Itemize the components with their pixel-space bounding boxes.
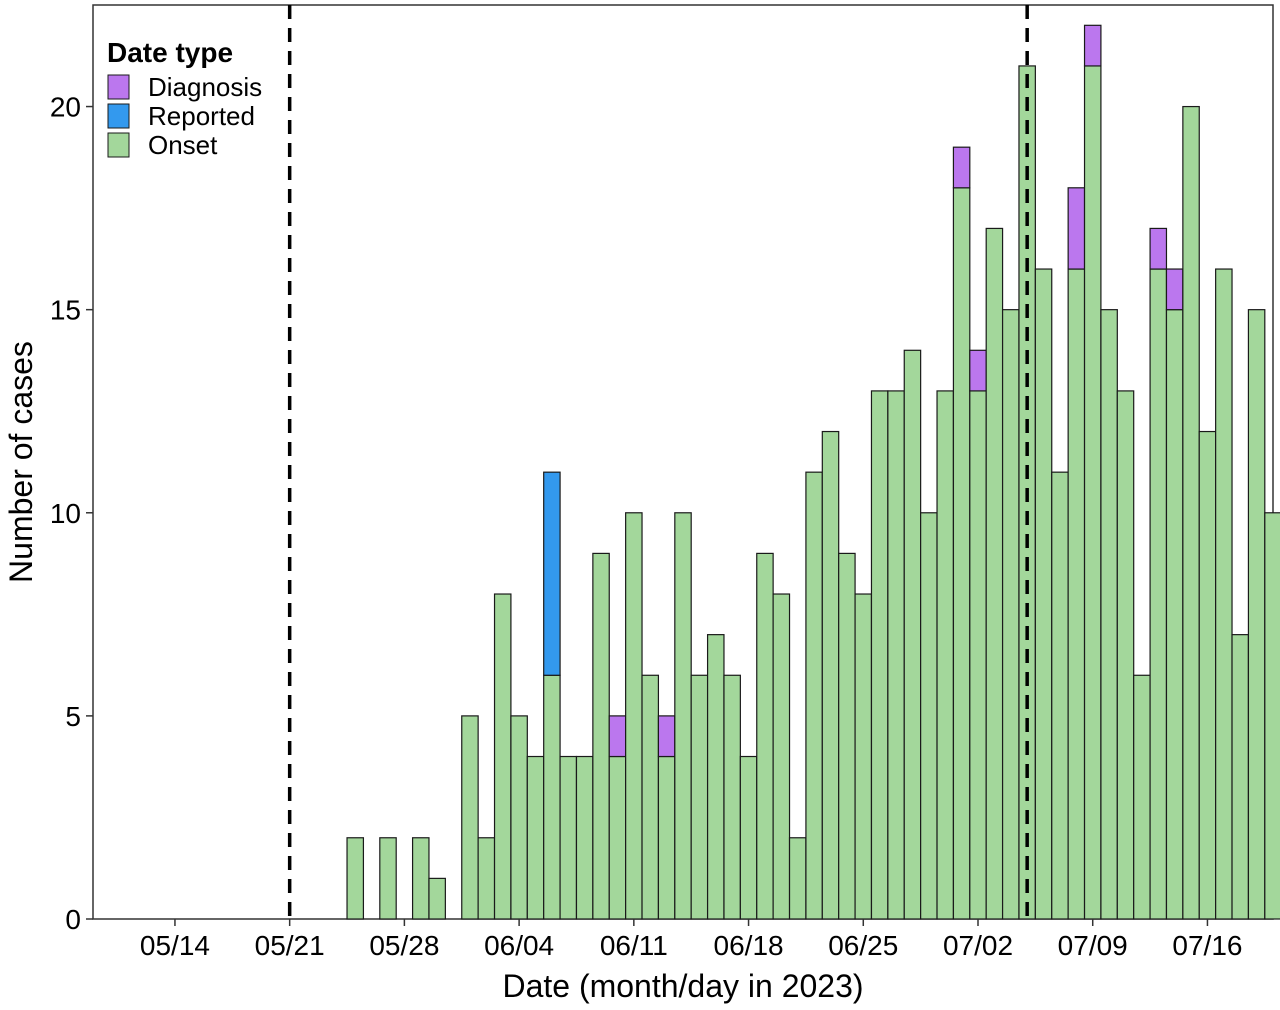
bar-onset <box>920 512 938 920</box>
bar-onset <box>1264 512 1280 920</box>
bar-onset <box>1231 634 1250 920</box>
bar-onset <box>641 674 660 920</box>
legend-title: Date type <box>107 37 233 68</box>
bar-onset <box>1247 309 1266 920</box>
bar-onset <box>1133 674 1151 920</box>
y-tick-label: 20 <box>50 92 81 123</box>
x-tick-label: 06/25 <box>828 930 898 961</box>
bar-onset <box>1149 268 1168 920</box>
x-tick-label: 07/16 <box>1172 930 1242 961</box>
legend-key-onset <box>107 132 130 158</box>
legend-label-onset: Onset <box>148 130 218 160</box>
y-axis-title: Number of cases <box>3 341 39 583</box>
bar-onset <box>493 593 512 920</box>
bar-onset <box>625 512 643 920</box>
bar-onset <box>756 552 774 920</box>
reference-lines-layer <box>287 5 1029 919</box>
x-tick-label: 06/18 <box>714 930 784 961</box>
bar-diagnosis <box>1165 268 1184 311</box>
bar-onset <box>1215 268 1233 920</box>
x-axis-title: Date (month/day in 2023) <box>502 968 863 1004</box>
bar-onset <box>575 755 594 920</box>
bar-onset <box>1198 430 1217 920</box>
legend-key-reported <box>107 103 130 129</box>
bar-onset <box>428 877 446 920</box>
bar-onset <box>903 349 922 920</box>
x-axis: 05/14 05/21 05/28 06/04 06/11 06/18 06/25 07/02… <box>140 919 1242 961</box>
x-tick-label: 06/11 <box>600 930 668 961</box>
legend-label-reported: Reported <box>148 101 255 131</box>
bar-diagnosis <box>608 715 627 758</box>
bar-onset <box>411 837 430 920</box>
bar-onset <box>461 715 479 920</box>
x-tick-label: 05/21 <box>255 930 325 961</box>
y-tick-label: 10 <box>50 498 81 529</box>
bar-diagnosis <box>1149 227 1168 270</box>
bar-diagnosis <box>952 146 971 189</box>
bar-diagnosis <box>1083 24 1102 67</box>
y-tick-label: 0 <box>65 904 81 935</box>
bar-onset <box>559 755 578 920</box>
bar-onset <box>936 390 955 920</box>
bar-onset <box>854 593 873 920</box>
bar-onset <box>1165 309 1184 920</box>
bar-onset <box>706 634 725 920</box>
bar-onset <box>739 755 758 920</box>
bar-onset <box>1034 268 1053 920</box>
bar-onset <box>772 593 791 920</box>
bar-onset <box>870 390 889 920</box>
bar-onset <box>1051 471 1069 920</box>
legend-key-diagnosis <box>107 74 130 100</box>
bar-onset <box>657 755 676 920</box>
bar-onset <box>1182 105 1200 920</box>
legend-label-diagnosis: Diagnosis <box>148 72 262 102</box>
bar-onset <box>510 715 528 920</box>
x-tick-label: 05/28 <box>369 930 439 961</box>
y-tick-label: 15 <box>50 295 81 326</box>
bar-onset <box>1100 309 1118 920</box>
y-tick-label: 5 <box>65 701 81 732</box>
bar-onset <box>723 674 741 920</box>
bar-onset <box>838 552 856 920</box>
bar-diagnosis <box>969 349 987 392</box>
bar-onset <box>526 755 545 920</box>
x-tick-label: 06/04 <box>484 930 554 961</box>
bar-onset <box>1083 65 1102 920</box>
x-tick-label: 05/14 <box>140 930 210 961</box>
x-tick-label: 07/09 <box>1058 930 1128 961</box>
bar-onset <box>543 674 561 920</box>
bar-onset <box>821 430 840 920</box>
bar-onset <box>690 674 709 920</box>
y-axis: 0 5 10 15 20 <box>50 92 93 935</box>
bar-onset <box>1001 309 1020 920</box>
bar-diagnosis <box>657 715 676 758</box>
bars-layer <box>346 24 1280 920</box>
bar-onset <box>952 187 971 920</box>
bar-onset <box>1116 390 1135 920</box>
bar-onset <box>969 390 987 920</box>
bar-onset <box>477 837 496 920</box>
bar-onset <box>674 512 692 920</box>
x-tick-label: 07/02 <box>943 930 1013 961</box>
bar-onset <box>592 552 610 920</box>
bar-diagnosis <box>1067 187 1086 270</box>
bar-onset <box>608 755 627 920</box>
bar-reported <box>543 471 561 676</box>
bar-onset <box>805 471 823 920</box>
bar-onset <box>887 390 905 920</box>
bar-onset <box>985 227 1004 920</box>
bar-onset <box>379 837 397 920</box>
bar-onset <box>1067 268 1086 920</box>
bar-onset <box>346 837 365 920</box>
bar-onset <box>788 837 807 920</box>
